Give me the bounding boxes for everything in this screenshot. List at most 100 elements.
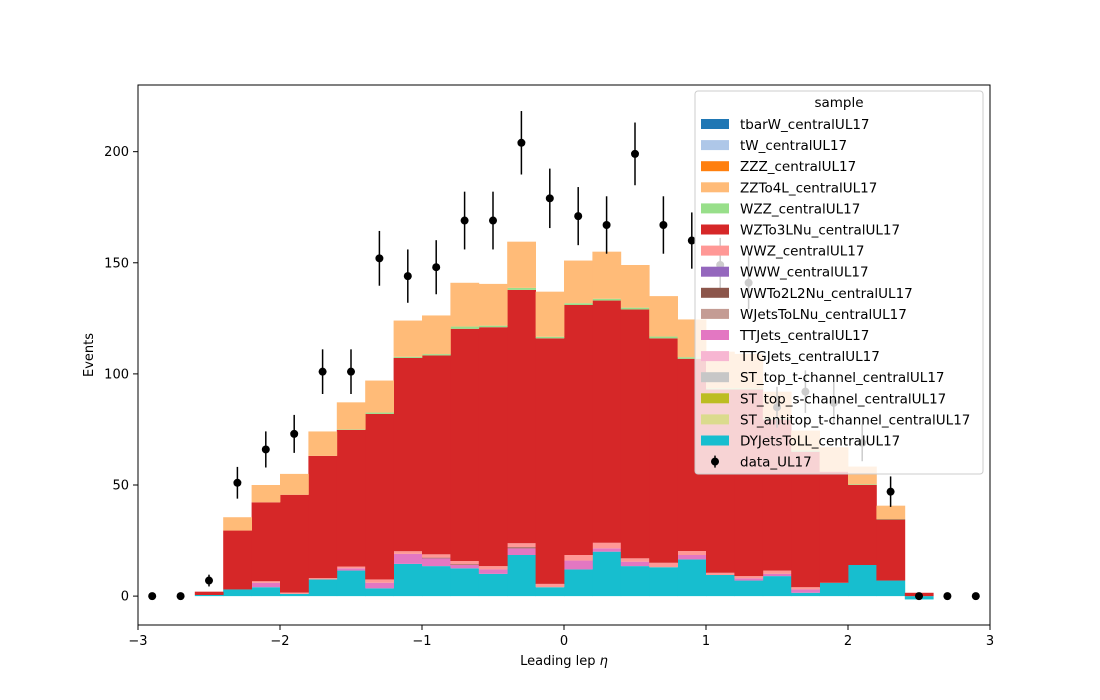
- legend-swatch: [701, 287, 729, 298]
- data-marker: [432, 263, 441, 272]
- data-point: [602, 196, 611, 254]
- legend-swatch: [701, 308, 729, 319]
- data-marker: [403, 272, 412, 281]
- legend-items: tbarW_centralUL17 tW_centralUL17 ZZZ_centr…: [701, 117, 970, 471]
- bar-segment: [251, 582, 281, 588]
- legend-label: ST_top_s-channel_centralUL17: [740, 391, 946, 407]
- data-point: [318, 349, 327, 394]
- data-marker: [943, 592, 952, 601]
- bar-segment: [280, 592, 309, 594]
- legend-label: WWW_centralUL17: [740, 265, 869, 281]
- legend-item: ST_antitop_t-channel_centralUL17: [701, 412, 970, 428]
- bar-segment: [507, 548, 536, 555]
- bar-segment: [393, 357, 423, 552]
- bar-segment: [620, 265, 650, 308]
- bar-segment: [734, 578, 764, 581]
- bar-segment: [876, 519, 906, 581]
- y-tick-label: 0: [121, 590, 129, 605]
- bar-segment: [535, 291, 565, 337]
- bar-segment: [791, 589, 820, 593]
- legend-swatch: [701, 245, 729, 256]
- data-point: [233, 466, 242, 499]
- bar-segment: [677, 559, 707, 597]
- bar-segment: [450, 568, 480, 597]
- bar-segment: [677, 555, 707, 560]
- bar-segment: [450, 561, 480, 565]
- bar-segment: [280, 494, 309, 593]
- bar-segment: [564, 303, 593, 305]
- legend-item: ST_top_t-channel_centralUL17: [701, 370, 945, 386]
- legend-swatch: [701, 203, 729, 214]
- data-marker: [545, 194, 554, 203]
- data-point: [915, 592, 923, 601]
- legend-item: TTJets_centralUL17: [701, 328, 869, 344]
- legend-label: TTJets_centralUL17: [739, 328, 869, 344]
- bar-segment: [734, 580, 764, 597]
- bar-segment: [706, 575, 735, 597]
- data-point: [403, 249, 412, 303]
- bar-segment: [876, 580, 906, 597]
- bar-segment: [535, 336, 565, 339]
- data-point: [631, 122, 639, 186]
- data-point: [886, 476, 895, 507]
- data-point: [347, 349, 355, 394]
- bar-segment: [848, 565, 877, 597]
- legend-marker: [711, 457, 719, 466]
- bar-segment: [280, 593, 309, 597]
- bar-segment: [592, 551, 622, 597]
- bar-segment: [677, 357, 707, 359]
- data-point: [432, 240, 441, 295]
- bar-segment: [564, 555, 593, 561]
- data-point: [261, 431, 270, 468]
- bar-segment: [649, 338, 678, 563]
- bar-segment: [280, 473, 309, 495]
- legend-swatch: [701, 351, 729, 362]
- x-axis-label-symbol: η: [600, 654, 608, 669]
- y-axis: 0 50 100 150 200: [104, 145, 138, 605]
- legend: sample tbarW_centralUL17 tW_centralUL17 ZZ…: [694, 90, 984, 475]
- legend-swatch: [701, 266, 729, 277]
- data-marker: [971, 592, 980, 601]
- bar-segment: [649, 562, 678, 568]
- bar-segment: [365, 413, 394, 580]
- bar-segment: [649, 336, 678, 339]
- legend-label: DYJetsToLL_centralUL17: [740, 434, 900, 450]
- bar-segment: [223, 517, 252, 531]
- bar-segment: [450, 282, 480, 327]
- bar-segment: [620, 307, 650, 310]
- data-point: [574, 187, 583, 246]
- data-marker: [460, 216, 469, 225]
- legend-item: TTGJets_centralUL17: [701, 349, 880, 365]
- bar-segment: [422, 566, 451, 597]
- bar-segment: [365, 579, 394, 583]
- legend-title: sample: [814, 95, 863, 111]
- data-marker: [574, 212, 583, 221]
- bar-segment: [422, 557, 451, 559]
- legend-label: ZZZ_centralUL17: [740, 159, 856, 175]
- y-axis-label: Events: [82, 333, 97, 377]
- bar-segment: [308, 431, 338, 456]
- x-tick-label: −1: [412, 634, 431, 649]
- bar-segment: [876, 505, 906, 519]
- data-point: [148, 592, 157, 601]
- bar-segment: [251, 581, 281, 583]
- bar-segment: [336, 566, 366, 569]
- legend-label: TTGJets_centralUL17: [739, 349, 880, 365]
- bar-segment: [194, 595, 224, 597]
- bar-segment: [393, 553, 423, 564]
- data-marker: [233, 478, 242, 487]
- bar-segment: [848, 485, 877, 565]
- bar-segment: [649, 296, 678, 337]
- bar-segment: [819, 582, 849, 597]
- legend-swatch: [701, 393, 729, 404]
- legend-swatch: [701, 119, 729, 129]
- bar-segment: [592, 300, 622, 543]
- data-point: [176, 592, 185, 601]
- bar-segment: [450, 564, 480, 565]
- legend-item: WZZ_centralUL17: [701, 201, 860, 217]
- bar-segment: [365, 582, 394, 589]
- bar-segment: [422, 315, 451, 355]
- data-marker: [176, 592, 185, 601]
- bar-segment: [336, 402, 366, 430]
- bar-segment: [308, 579, 338, 597]
